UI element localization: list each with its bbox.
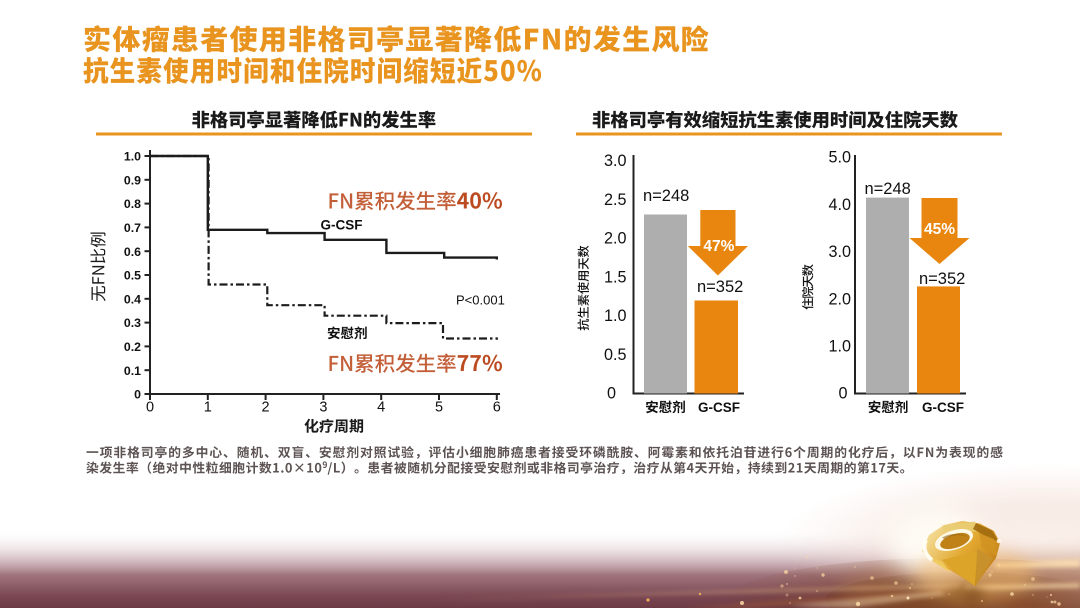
svg-text:45%: 45% [924, 221, 955, 238]
svg-text:3.0: 3.0 [828, 243, 851, 261]
svg-text:G-CSF: G-CSF [321, 218, 363, 233]
svg-text:G-CSF: G-CSF [922, 400, 964, 415]
svg-text:6: 6 [493, 400, 501, 416]
svg-text:3: 3 [319, 400, 327, 416]
svg-text:5.0: 5.0 [828, 149, 851, 167]
svg-text:0.8: 0.8 [124, 197, 141, 211]
svg-text:0.6: 0.6 [124, 245, 141, 259]
svg-text:0.1: 0.1 [124, 364, 141, 378]
svg-text:1.0: 1.0 [828, 338, 851, 356]
svg-text:0: 0 [607, 385, 616, 403]
svg-text:2.5: 2.5 [604, 191, 627, 209]
svg-text:0.7: 0.7 [124, 221, 141, 235]
svg-text:0: 0 [134, 388, 141, 402]
svg-text:G-CSF: G-CSF [698, 400, 740, 415]
svg-text:4: 4 [377, 400, 385, 416]
svg-text:1.5: 1.5 [604, 268, 627, 286]
svg-text:2: 2 [262, 400, 270, 416]
svg-text:0.9: 0.9 [124, 173, 141, 187]
svg-text:0: 0 [146, 400, 154, 416]
svg-text:3.0: 3.0 [604, 152, 627, 170]
svg-text:n=352: n=352 [697, 278, 743, 296]
svg-text:1.0: 1.0 [604, 307, 627, 325]
svg-text:47%: 47% [703, 238, 734, 255]
svg-text:1: 1 [204, 400, 212, 416]
svg-text:0: 0 [838, 385, 847, 403]
svg-text:4.0: 4.0 [828, 196, 851, 214]
svg-text:0.3: 0.3 [124, 316, 141, 330]
svg-text:P<0.001: P<0.001 [456, 293, 505, 308]
svg-text:0.4: 0.4 [124, 292, 141, 306]
svg-text:2.0: 2.0 [828, 290, 851, 308]
svg-text:0.2: 0.2 [124, 340, 141, 354]
svg-text:n=248: n=248 [865, 180, 911, 198]
svg-text:n=248: n=248 [643, 187, 689, 205]
svg-text:5: 5 [435, 400, 443, 416]
svg-text:1.0: 1.0 [124, 150, 141, 164]
svg-text:0.5: 0.5 [604, 346, 627, 364]
svg-text:0.5: 0.5 [124, 269, 141, 283]
svg-text:n=352: n=352 [919, 270, 965, 288]
svg-text:2.0: 2.0 [604, 230, 627, 248]
